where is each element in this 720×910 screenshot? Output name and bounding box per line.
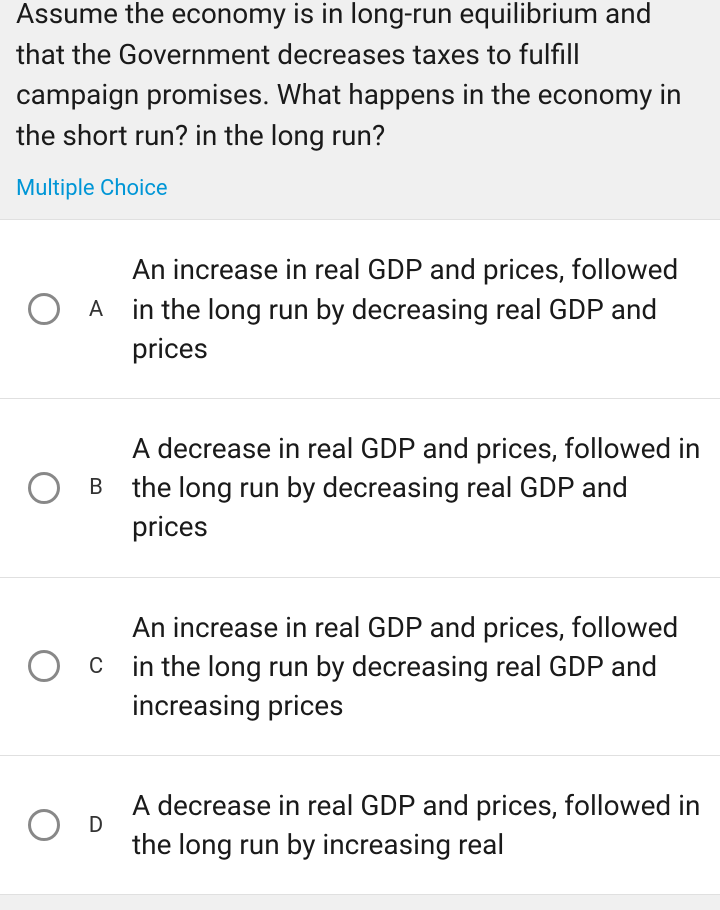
- option-letter: D: [82, 813, 110, 838]
- radio-icon[interactable]: [28, 472, 60, 504]
- radio-icon[interactable]: [28, 293, 60, 325]
- options-list: A An increase in real GDP and prices, fo…: [0, 219, 720, 895]
- option-a[interactable]: A An increase in real GDP and prices, fo…: [0, 219, 720, 399]
- option-text: A decrease in real GDP and prices, follo…: [132, 429, 704, 547]
- option-letter: A: [82, 297, 110, 322]
- option-c[interactable]: C An increase in real GDP and prices, fo…: [0, 578, 720, 757]
- option-letter: B: [82, 475, 110, 500]
- radio-icon[interactable]: [28, 809, 60, 841]
- option-text: A decrease in real GDP and prices, follo…: [132, 786, 704, 864]
- option-b[interactable]: B A decrease in real GDP and prices, fol…: [0, 399, 720, 578]
- question-text: Assume the economy is in long-run equili…: [0, 0, 720, 168]
- multiple-choice-label: Multiple Choice: [0, 168, 720, 219]
- option-text: An increase in real GDP and prices, foll…: [132, 250, 704, 368]
- option-letter: C: [82, 654, 110, 679]
- option-text: An increase in real GDP and prices, foll…: [132, 608, 704, 726]
- radio-icon[interactable]: [28, 650, 60, 682]
- option-d[interactable]: D A decrease in real GDP and prices, fol…: [0, 756, 720, 895]
